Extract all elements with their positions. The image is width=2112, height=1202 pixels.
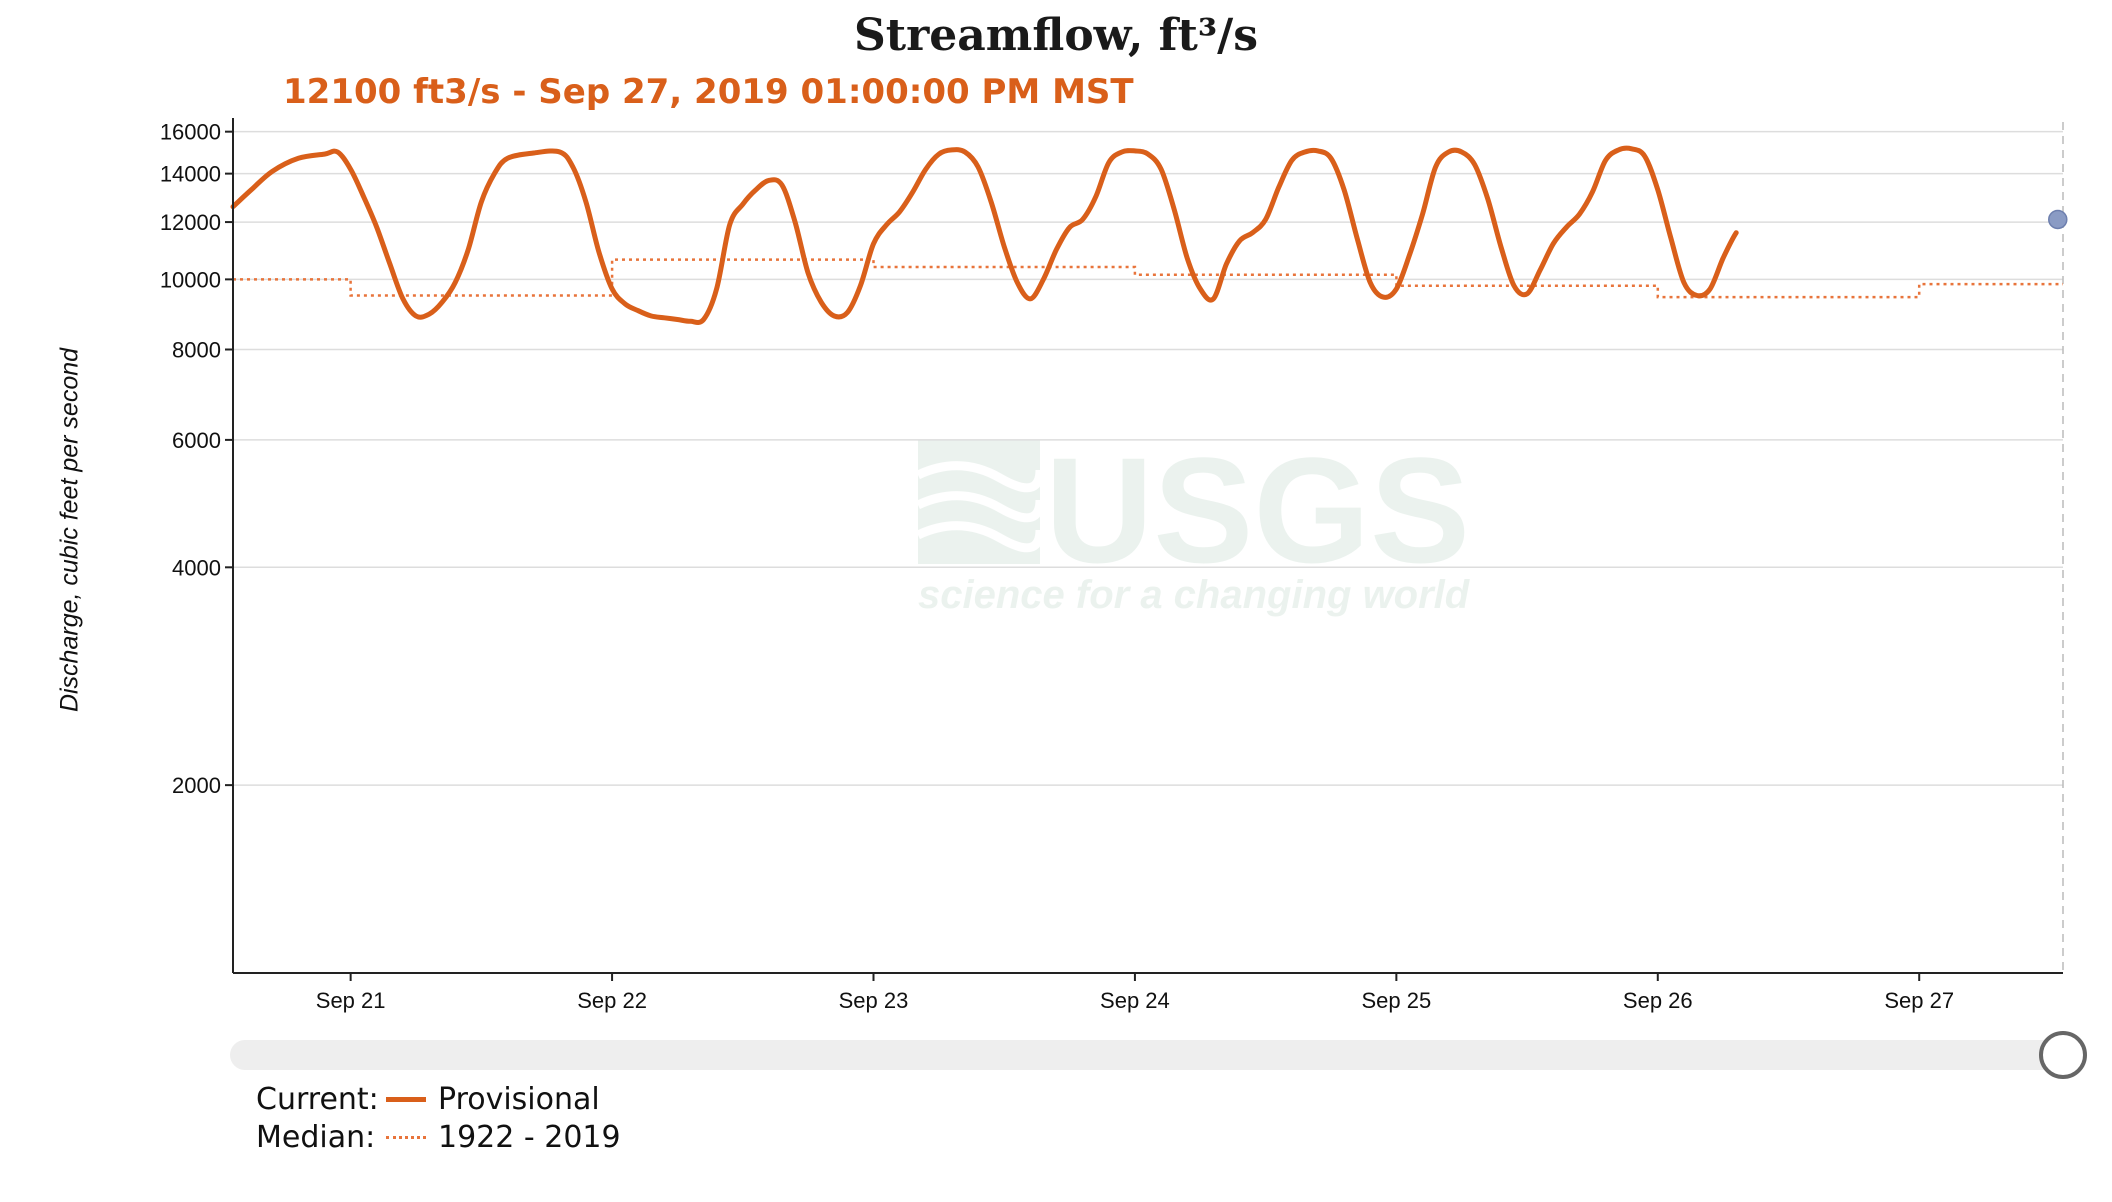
x-tick-label: Sep 27 [1884,988,1954,1013]
series-layer [230,145,2068,325]
legend-current-row: Current: Provisional [256,1080,621,1118]
x-tick-label: Sep 25 [1361,988,1431,1013]
legend-current-series: Provisional [438,1081,600,1117]
y-tick-label: 8000 [172,337,221,362]
chart-title: Streamflow, ft³/s [854,10,1258,61]
x-tick-label: Sep 26 [1623,988,1693,1013]
slider-track[interactable] [230,1040,2060,1070]
slider-handle[interactable] [2039,1031,2087,1079]
median-line-swatch [386,1127,426,1147]
x-tick-label: Sep 22 [577,988,647,1013]
x-tick-label: Sep 24 [1100,988,1170,1013]
x-axis-ticks: Sep 21 Sep 22 Sep 23 Sep 24 Sep 25 Sep 26 Sep … [316,973,1954,1013]
y-tick-label: 10000 [160,267,221,292]
provisional-series-line [230,145,1739,325]
y-tick-label: 4000 [172,555,221,580]
legend: Current: Provisional Median: 1922 - 2019 [256,1080,621,1156]
usgs-logo-text: USGS [1045,426,1470,594]
current-value-marker [2048,209,2068,230]
gridlines [233,122,2064,973]
legend-median-series: 1922 - 2019 [438,1119,621,1155]
y-tick-label: 14000 [160,162,221,187]
x-tick-label: Sep 23 [839,988,909,1013]
legend-median-label: Median: [256,1119,376,1155]
y-axis-ticks: 2000 4000 6000 8000 10000 12000 14000 16000 [160,120,233,798]
y-tick-label: 6000 [172,428,221,453]
axes [232,118,2063,974]
x-tick-label: Sep 21 [316,988,386,1013]
current-value-readout: 12100 ft3/s - Sep 27, 2019 01:00:00 PM M… [283,72,1134,112]
median-series-line [233,258,2063,299]
usgs-watermark: USGS science for a changing world [916,426,1471,617]
provisional-line-swatch [386,1089,426,1109]
y-tick-label: 2000 [172,773,221,798]
time-slider[interactable] [230,1031,2087,1079]
y-tick-label: 12000 [160,210,221,235]
y-tick-label: 16000 [160,120,221,145]
legend-median-row: Median: 1922 - 2019 [256,1118,621,1156]
usgs-wave-logo [916,440,1045,564]
legend-current-label: Current: [256,1081,379,1117]
usgs-tagline: science for a changing world [918,573,1471,617]
